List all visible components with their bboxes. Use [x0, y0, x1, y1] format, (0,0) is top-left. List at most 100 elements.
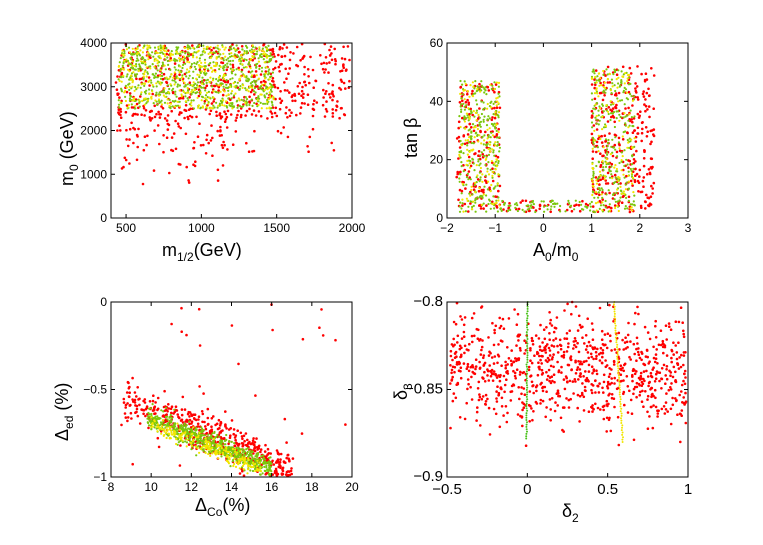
data-point [626, 77, 629, 80]
data-point [641, 179, 645, 183]
data-point [200, 61, 203, 64]
data-point [119, 67, 122, 71]
data-point [626, 207, 629, 210]
data-point [458, 180, 461, 183]
data-point [184, 132, 188, 136]
data-point [127, 395, 131, 398]
data-point [186, 55, 189, 58]
data-point [644, 207, 647, 210]
data-point [480, 142, 483, 145]
data-point [270, 100, 273, 103]
data-point [233, 53, 236, 56]
data-point [245, 58, 248, 62]
data-point [200, 410, 204, 413]
data-point [272, 83, 276, 87]
data-point [670, 360, 673, 364]
data-point [633, 180, 637, 184]
data-point [498, 184, 502, 188]
data-point [230, 48, 233, 51]
data-point [639, 371, 643, 375]
data-point [302, 92, 305, 96]
data-point [187, 99, 190, 102]
data-point [602, 169, 605, 172]
data-point [600, 193, 603, 196]
data-point [152, 102, 155, 105]
data-point [466, 92, 469, 96]
data-point [509, 390, 512, 394]
data-point [224, 118, 228, 121]
data-point [592, 174, 595, 177]
data-point [153, 412, 156, 416]
data-point [268, 82, 272, 85]
data-point [267, 70, 270, 73]
data-point [207, 90, 210, 93]
data-point [167, 63, 170, 66]
data-point [249, 469, 252, 472]
data-point [192, 56, 195, 59]
data-point [603, 94, 606, 97]
data-point [177, 438, 180, 441]
data-point [610, 206, 613, 210]
data-point [163, 428, 166, 432]
data-point [285, 46, 289, 49]
data-point [642, 95, 646, 98]
data-point [597, 196, 600, 199]
data-point [281, 466, 285, 470]
data-point [458, 115, 461, 118]
data-point [471, 89, 474, 93]
data-point [119, 70, 122, 73]
data-point [482, 207, 485, 210]
data-point [219, 129, 222, 132]
data-point [224, 86, 227, 89]
data-point [226, 458, 229, 461]
data-point [607, 162, 610, 165]
data-point [225, 446, 228, 449]
data-point [631, 155, 634, 158]
data-point [181, 66, 184, 70]
data-point [151, 51, 154, 54]
data-point [606, 171, 610, 175]
data-point [522, 371, 526, 374]
data-point [186, 44, 189, 47]
data-point [495, 123, 498, 126]
data-point [582, 409, 586, 412]
data-point [203, 102, 206, 105]
data-point [500, 405, 504, 408]
data-point [250, 113, 254, 116]
data-point [184, 420, 187, 423]
data-point [652, 181, 656, 185]
data-point [230, 449, 233, 452]
data-point [564, 210, 567, 213]
data-point [179, 426, 182, 430]
data-point [176, 100, 179, 103]
data-point [219, 84, 222, 87]
data-point [220, 455, 223, 458]
data-point [596, 347, 599, 351]
data-point [336, 100, 339, 103]
data-point [481, 196, 484, 199]
data-point [545, 378, 549, 381]
data-point [173, 79, 176, 82]
data-point [647, 94, 651, 98]
data-point [650, 140, 653, 144]
data-point [200, 442, 203, 445]
data-point [461, 116, 464, 120]
data-point [245, 141, 248, 145]
data-point [179, 425, 183, 428]
data-point [173, 57, 176, 61]
data-point [496, 182, 499, 185]
data-point [144, 63, 147, 66]
data-point [598, 105, 601, 108]
data-point [174, 60, 177, 63]
data-point [486, 142, 489, 145]
data-point [231, 102, 234, 105]
data-point [533, 354, 536, 358]
data-point [188, 420, 191, 423]
data-point [567, 199, 570, 202]
data-point [123, 50, 126, 53]
data-point [534, 210, 537, 214]
data-point [222, 449, 226, 452]
data-point [124, 403, 128, 407]
data-point [175, 75, 178, 78]
y-tick-label: 40 [430, 94, 444, 108]
